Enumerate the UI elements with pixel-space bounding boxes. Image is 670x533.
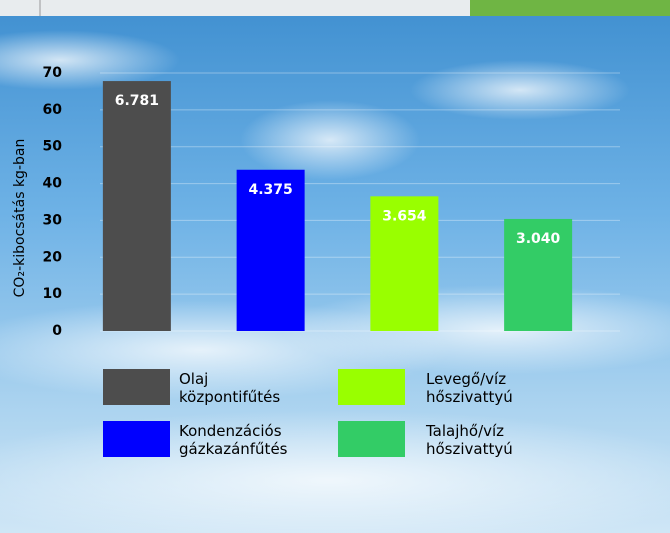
y-tick-label: 50	[43, 139, 63, 155]
legend-swatch	[103, 369, 170, 405]
y-tick-label: 10	[43, 286, 63, 302]
legend-swatch	[338, 369, 405, 405]
data-label: 3.040	[516, 231, 561, 247]
legend-label: Kondenzációs gázkazánfűtés	[179, 422, 288, 458]
bar	[236, 169, 305, 331]
y-tick-label: 30	[43, 212, 63, 228]
y-tick-label: 60	[43, 102, 63, 118]
data-label: 3.654	[382, 208, 427, 224]
bar	[370, 196, 439, 331]
y-tick-label: 70	[43, 65, 63, 81]
legend-label: Olaj központifűtés	[179, 370, 281, 406]
y-tick-label: 0	[52, 323, 62, 339]
legend-label: Levegő/víz hőszivattyú	[426, 370, 513, 406]
y-tick-label: 40	[43, 176, 63, 192]
legend-label: Talajhő/víz hőszivattyú	[426, 422, 513, 458]
legend-swatch	[103, 421, 170, 457]
bar	[504, 218, 573, 331]
bar	[102, 81, 171, 331]
data-label: 4.375	[248, 182, 292, 198]
header-accent	[470, 0, 670, 16]
y-axis-label: CO₂-kibocsátás kg-ban	[12, 139, 28, 298]
legend-swatch	[338, 421, 405, 457]
y-tick-label: 20	[43, 249, 63, 265]
data-label: 6.781	[115, 93, 159, 109]
